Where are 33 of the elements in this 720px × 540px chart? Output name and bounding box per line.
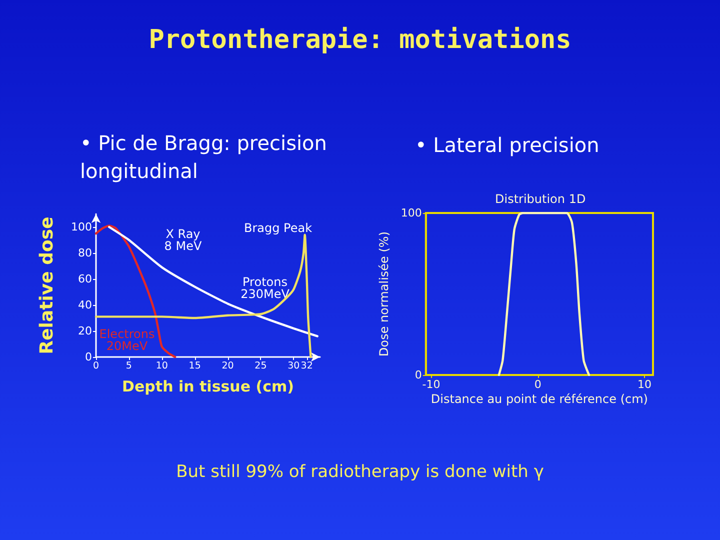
y-tick-label: 100 — [71, 220, 92, 234]
annotation: Bragg Peak — [244, 221, 312, 235]
x-tick-label: 25 — [254, 360, 267, 372]
annotation: Protons 230MeV — [240, 275, 290, 301]
x-axis-title: Distance au point de référence (cm) — [430, 392, 648, 406]
x-axis-title: Depth in tissue (cm) — [122, 378, 294, 396]
chart-subtitle: • Pic de Bragg: precision longitudinal — [80, 131, 334, 183]
x-tick-label: 5 — [126, 360, 132, 372]
x-tick-label: 0 — [92, 360, 100, 372]
y-tick-label: 40 — [78, 298, 92, 312]
x-tick-label: 15 — [188, 360, 201, 372]
x-tick-label: 10 — [637, 378, 652, 391]
x-tick-label: 10 — [156, 360, 168, 372]
annotation: Electrons 20MeV — [99, 327, 155, 353]
y-tick-label: 60 — [78, 272, 92, 286]
y-tick-label: 100 — [400, 206, 422, 220]
chart-subtitle: • Lateral precision — [415, 133, 600, 157]
y-tick-label: 80 — [78, 246, 92, 260]
x-tick-label: 20 — [222, 360, 234, 372]
chart-title: Distribution 1D — [495, 192, 586, 206]
annotation: X Ray 8 MeV — [164, 227, 202, 253]
line-series — [498, 212, 590, 376]
chart-title: Protontherapie: motivations — [148, 25, 572, 55]
y-tick-label: 0 — [85, 350, 92, 364]
x-tick-label: 32 — [300, 360, 313, 372]
text: But still 99% of radiotherapy is done with γ — [176, 462, 544, 482]
x-tick-label: 30 — [288, 360, 300, 372]
y-tick-label: 20 — [78, 324, 92, 338]
line-series — [94, 224, 176, 358]
x-tick-label: -10 — [422, 378, 440, 391]
y-axis-title: Relative dose — [36, 216, 58, 354]
x-tick-label: 0 — [534, 378, 542, 391]
y-axis-title: Dose normalisée (%) — [377, 231, 391, 357]
